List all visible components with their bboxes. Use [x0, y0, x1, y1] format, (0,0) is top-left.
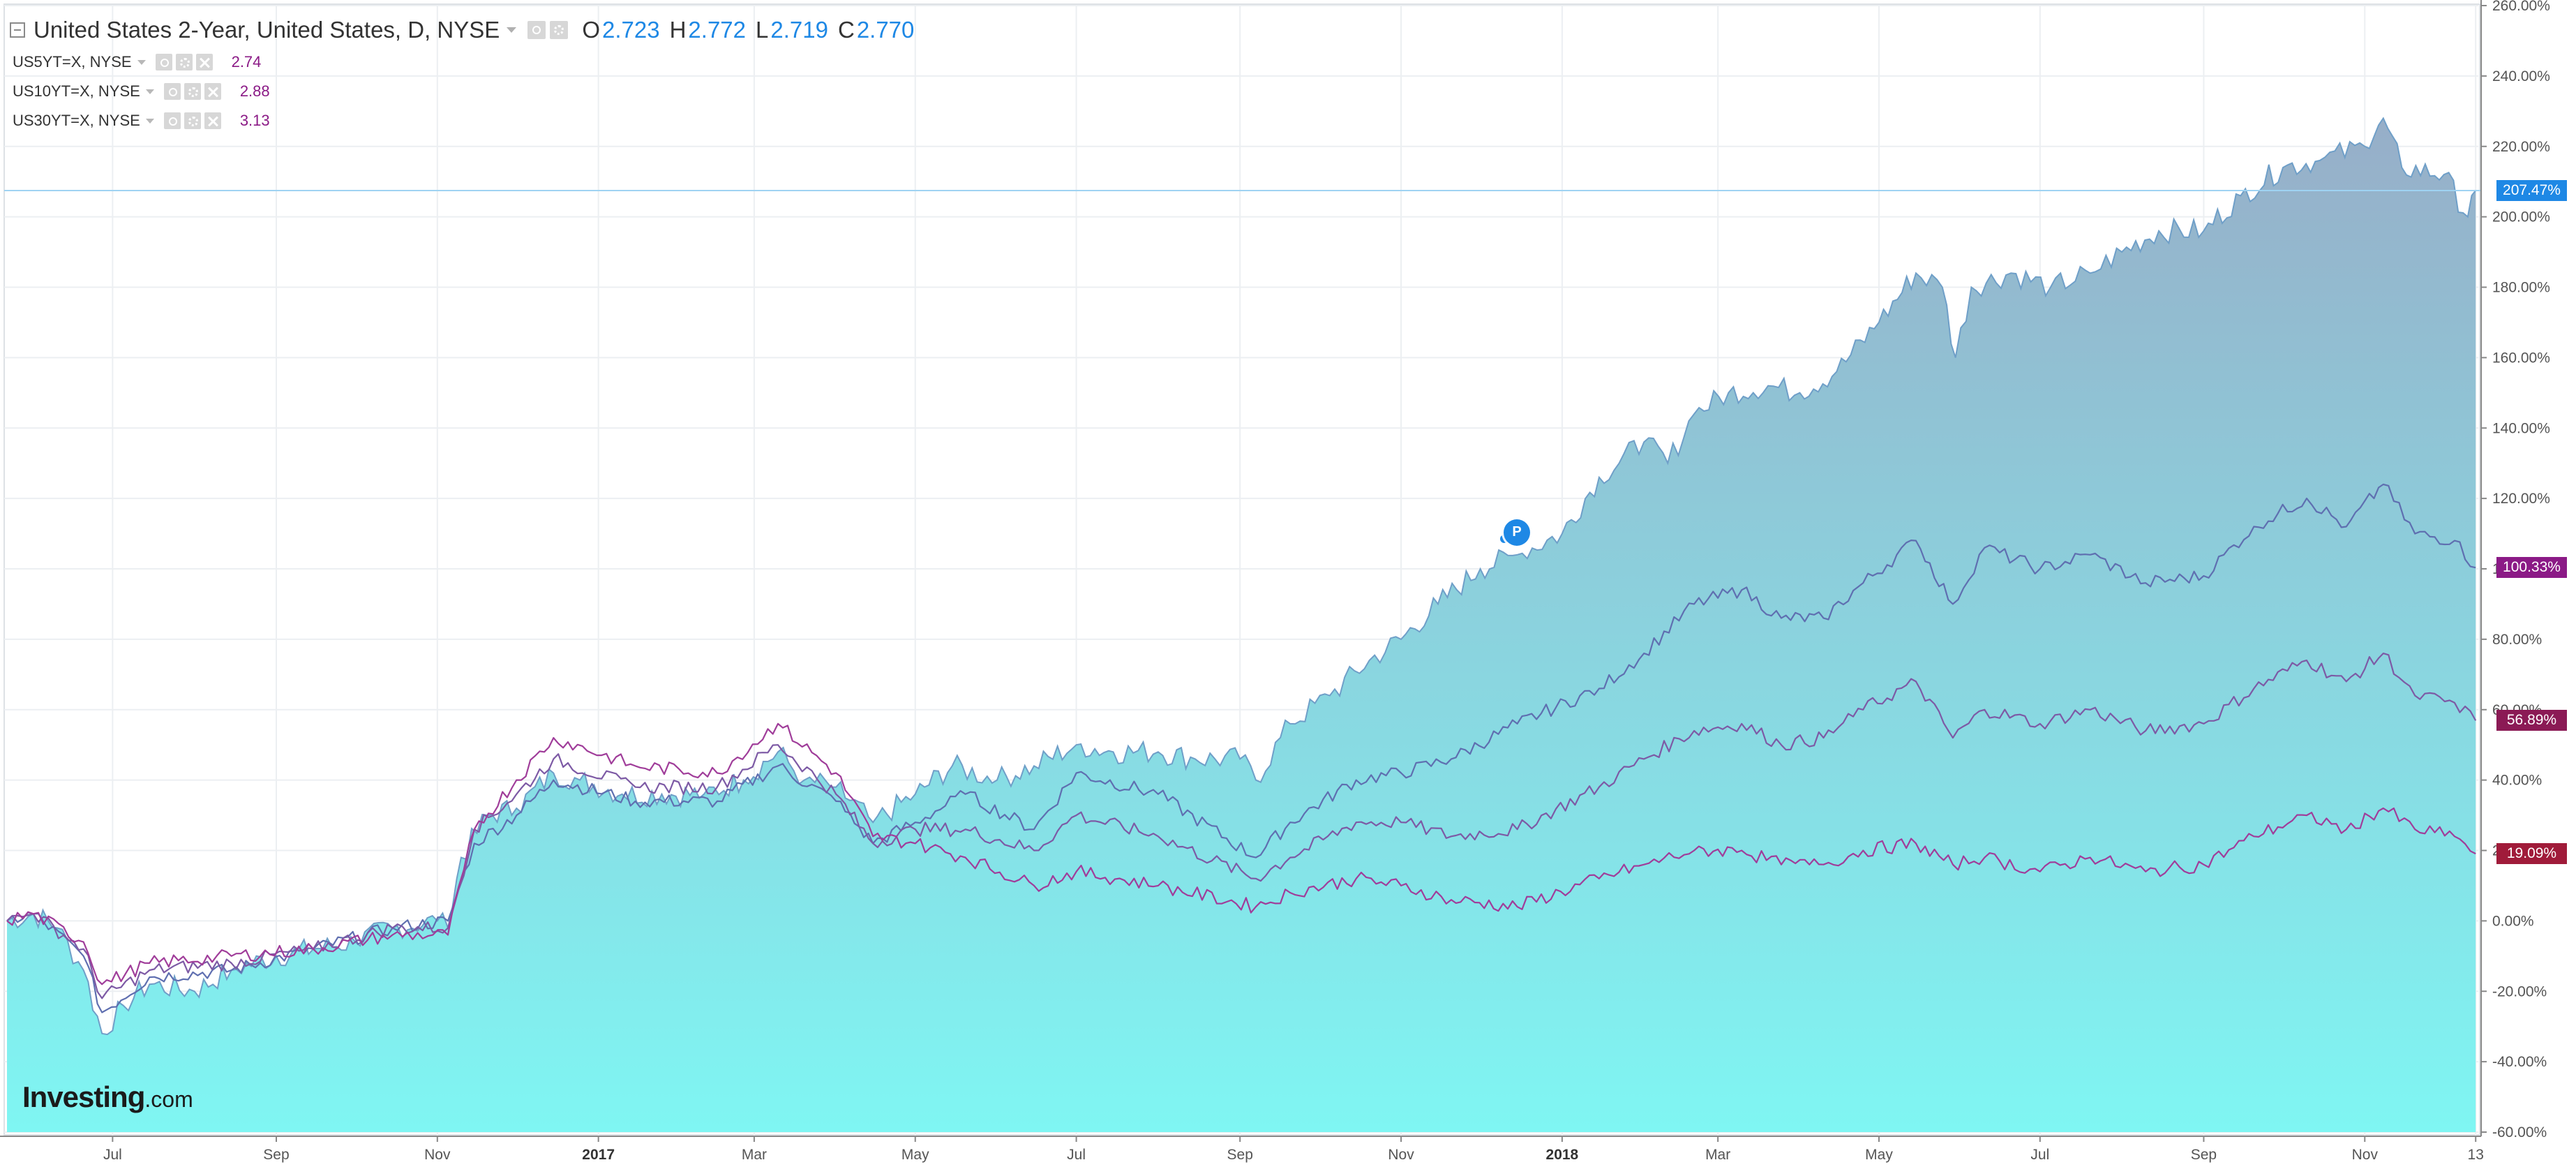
price-tick-label: 200.00% — [2492, 209, 2550, 225]
last-value-badge-us10y: 56.89% — [2496, 710, 2567, 731]
legend-row-us30y[interactable]: US30YT=X, NYSE 3.13 — [10, 106, 914, 135]
series-layer — [6, 117, 2477, 1132]
high-key: H — [669, 17, 687, 43]
chart-legend: United States 2-Year, United States, D, … — [10, 13, 914, 135]
logo-main-text: Investing — [22, 1080, 145, 1113]
price-tick-label: 80.00% — [2492, 632, 2542, 648]
main-series-title[interactable]: United States 2-Year, United States, D, … — [33, 17, 500, 43]
close-icon[interactable] — [204, 83, 221, 100]
time-tick-label: May — [1865, 1147, 1893, 1163]
series-value-us5y: 2.74 — [231, 53, 262, 70]
last-value-badge-us2y: 207.47% — [2496, 179, 2567, 201]
time-tick-label: Sep — [263, 1147, 289, 1163]
eye-icon[interactable] — [527, 21, 546, 39]
price-tick-label: 0.00% — [2492, 913, 2534, 929]
close-value: 2.770 — [856, 17, 915, 43]
price-tick-label: 220.00% — [2492, 139, 2550, 155]
low-value: 2.719 — [770, 17, 828, 43]
series-label-us10y[interactable]: US10YT=X, NYSE — [13, 82, 140, 100]
eye-icon[interactable] — [163, 112, 181, 129]
collapse-icon[interactable] — [10, 22, 25, 38]
time-tick-label-year: 2018 — [1546, 1147, 1579, 1163]
close-icon[interactable] — [204, 112, 221, 129]
time-tick-label: Jul — [1067, 1147, 1086, 1163]
price-tick-label: 260.00% — [2492, 0, 2550, 14]
dropdown-caret-icon[interactable] — [137, 59, 146, 65]
time-tick-label: Sep — [2191, 1147, 2217, 1163]
price-tick-label: -60.00% — [2492, 1124, 2547, 1140]
time-tick-label: 13 — [2468, 1147, 2484, 1163]
time-tick-label: Nov — [424, 1147, 451, 1163]
time-tick-label: Nov — [2352, 1147, 2379, 1163]
time-axis[interactable]: Jul Sep Nov 2017 Mar May Jul Sep Nov 2018 Mar May Ju… — [103, 1136, 2484, 1163]
gear-icon[interactable] — [184, 112, 201, 129]
price-tick-label: 160.00% — [2492, 350, 2550, 366]
series-value-us10y: 2.88 — [239, 82, 270, 100]
eye-icon[interactable] — [155, 54, 172, 70]
legend-row-us10y[interactable]: US10YT=X, NYSE 2.88 — [10, 77, 914, 106]
close-key: C — [837, 17, 855, 43]
dropdown-caret-icon[interactable] — [507, 27, 517, 33]
series-line-us5y[interactable] — [6, 483, 2476, 1013]
last-value-badge-us5y: 100.33% — [2496, 557, 2567, 579]
last-value-badge-us30y: 19.09% — [2496, 843, 2567, 865]
price-tick-label: 40.00% — [2492, 773, 2542, 789]
series-value-us30y: 3.13 — [239, 112, 270, 129]
event-marker[interactable]: P — [1504, 519, 1530, 546]
investing-logo: Investing.com — [22, 1080, 193, 1114]
series-line-us10y[interactable] — [6, 653, 2477, 999]
price-tick-label: 240.00% — [2492, 68, 2550, 84]
low-key: L — [756, 17, 769, 43]
gear-icon[interactable] — [184, 83, 201, 100]
eye-icon[interactable] — [163, 83, 181, 100]
time-tick-label: Jul — [2030, 1147, 2049, 1163]
price-tick-label: -40.00% — [2492, 1054, 2547, 1070]
legend-row-us5y[interactable]: US5YT=X, NYSE 2.74 — [10, 47, 914, 77]
open-value: 2.723 — [601, 17, 660, 43]
gear-icon[interactable] — [550, 21, 569, 39]
time-tick-label: Mar — [1705, 1147, 1730, 1163]
time-tick-label: Jul — [103, 1147, 122, 1163]
price-tick-label: 140.00% — [2492, 420, 2550, 436]
time-tick-label: May — [901, 1147, 929, 1163]
logo-domain-text: .com — [144, 1087, 193, 1112]
open-key: O — [582, 17, 600, 43]
gear-icon[interactable] — [175, 54, 193, 70]
price-tick-label: 120.00% — [2492, 491, 2550, 507]
legend-main-row[interactable]: United States 2-Year, United States, D, … — [10, 13, 914, 47]
time-tick-label-year: 2017 — [582, 1147, 615, 1163]
series-area-us2y[interactable] — [7, 118, 2476, 1132]
time-tick-label: Sep — [1227, 1147, 1253, 1163]
series-line-us2y[interactable] — [6, 117, 2476, 1036]
dropdown-caret-icon[interactable] — [145, 89, 154, 94]
series-label-us30y[interactable]: US30YT=X, NYSE — [13, 112, 140, 129]
series-line-us30y[interactable] — [6, 722, 2476, 986]
high-value: 2.772 — [688, 17, 747, 43]
time-tick-label: Mar — [742, 1147, 767, 1163]
series-label-us5y[interactable]: US5YT=X, NYSE — [13, 53, 132, 70]
close-icon[interactable] — [195, 54, 213, 70]
price-tick-label: 180.00% — [2492, 280, 2550, 296]
price-tick-label: -20.00% — [2492, 983, 2547, 999]
time-tick-label: Nov — [1388, 1147, 1414, 1163]
dropdown-caret-icon[interactable] — [145, 118, 154, 124]
